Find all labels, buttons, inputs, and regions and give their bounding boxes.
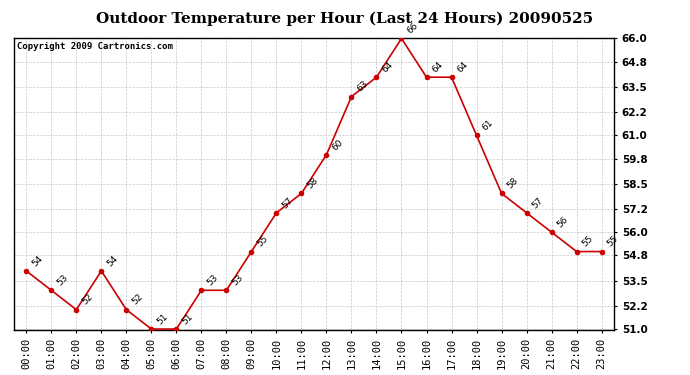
Text: 60: 60: [331, 137, 345, 152]
Text: 56: 56: [555, 215, 570, 229]
Text: 53: 53: [55, 273, 70, 288]
Text: 55: 55: [255, 234, 270, 249]
Text: 55: 55: [581, 234, 595, 249]
Text: 53: 53: [230, 273, 245, 288]
Text: 57: 57: [531, 195, 545, 210]
Text: Outdoor Temperature per Hour (Last 24 Hours) 20090525: Outdoor Temperature per Hour (Last 24 Ho…: [97, 11, 593, 26]
Text: 53: 53: [206, 273, 220, 288]
Text: 54: 54: [30, 254, 45, 268]
Text: 64: 64: [455, 60, 470, 74]
Text: 66: 66: [406, 21, 420, 36]
Text: 52: 52: [130, 292, 145, 307]
Text: 58: 58: [506, 176, 520, 190]
Text: 51: 51: [155, 312, 170, 326]
Text: 57: 57: [281, 195, 295, 210]
Text: 54: 54: [106, 254, 120, 268]
Text: Copyright 2009 Cartronics.com: Copyright 2009 Cartronics.com: [17, 42, 172, 51]
Text: 61: 61: [481, 118, 495, 132]
Text: 55: 55: [606, 234, 620, 249]
Text: 58: 58: [306, 176, 320, 190]
Text: 63: 63: [355, 79, 370, 94]
Text: 64: 64: [431, 60, 445, 74]
Text: 64: 64: [381, 60, 395, 74]
Text: 52: 52: [81, 292, 95, 307]
Text: 51: 51: [181, 312, 195, 326]
